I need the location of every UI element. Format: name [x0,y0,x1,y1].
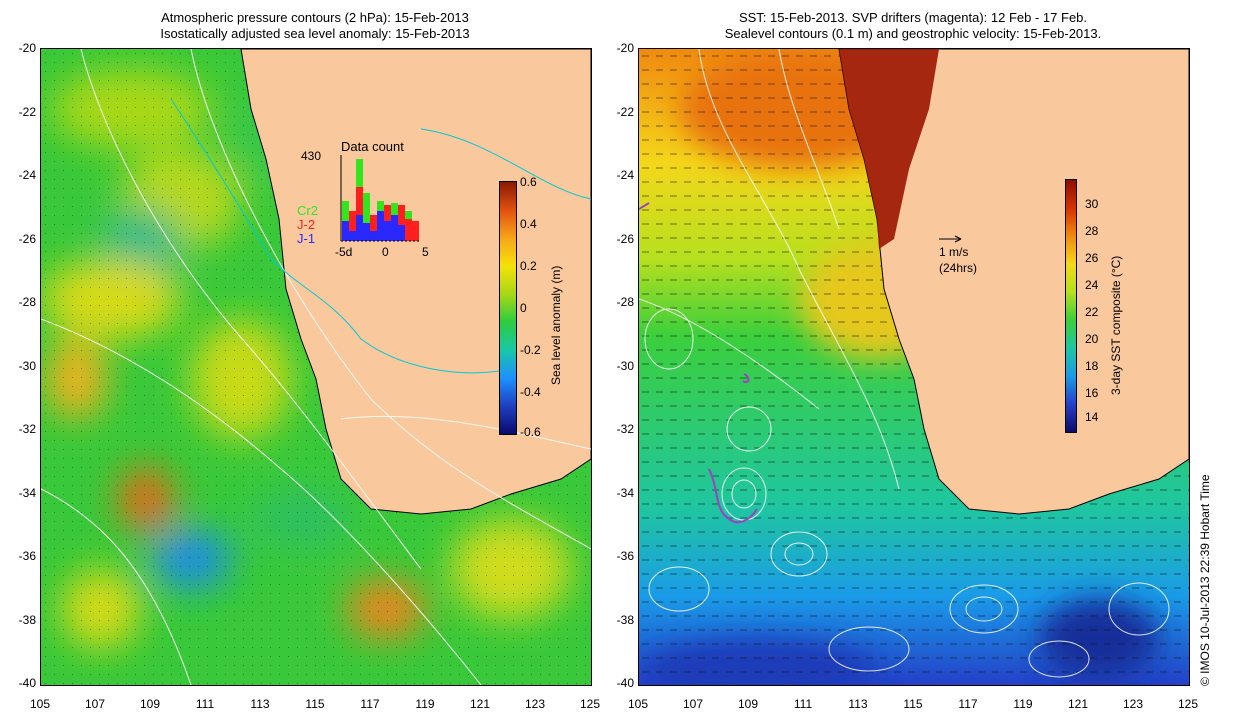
histogram-legend-j1: J-1 [297,231,316,246]
histogram-xtick: 5 [422,245,429,259]
sst-colorbar-tick: 18 [1085,359,1099,373]
x-tick-label: 105 [29,697,51,711]
right-title-line1: SST: 15-Feb-2013. SVP drifters (magenta)… [738,10,1088,25]
sst-colorbar-tick: 14 [1085,410,1099,424]
x-tick-label: 105 [627,697,649,711]
x-tick-label: 121 [1067,697,1089,711]
sla-colorbar-tick: -0.2 [520,343,541,357]
y-tick-label: -38 [18,613,36,627]
histogram-title: Data count [341,139,404,154]
x-tick-label: 111 [195,697,215,711]
sla-colorbar-tick: 0.2 [520,259,537,273]
histogram-legend-j2: J-2 [297,217,316,232]
y-tick-label: -38 [616,613,634,627]
data-count-inset: Data count 430 Cr2 J-2 J-1 -5d 0 5 [291,135,441,265]
sst-colorbar-tick: 22 [1085,305,1099,319]
histogram-xtick: -5d [335,245,353,259]
x-tick-label: 117 [360,697,380,711]
sla-colorbar-tick: 0.6 [520,175,537,189]
sst-colorbar-tick: 28 [1085,224,1099,238]
x-tick-label: 113 [250,697,270,711]
y-tick-label: -30 [616,359,634,373]
y-tick-label: -34 [616,486,634,500]
y-tick-label: -36 [616,549,634,563]
histogram-legend-cr2: Cr2 [297,203,318,218]
x-tick-label: 109 [737,697,759,711]
left-title-line1: Atmospheric pressure contours (2 hPa): 1… [161,10,469,25]
y-tick-label: -20 [18,41,36,55]
x-tick-label: 119 [415,697,435,711]
sst-colorbar-label: 3-day SST composite (°C) [1109,255,1123,395]
x-tick-label: 107 [682,697,704,711]
land-mass [838,49,1189,515]
x-tick-label: 109 [139,697,161,711]
imos-credit: © IMOS 10-Jul-2013 22:39 Hobart Time [1198,474,1212,686]
left-title: Atmospheric pressure contours (2 hPa): 1… [40,10,590,42]
y-tick-label: -28 [616,295,634,309]
y-tick-label: -22 [18,105,36,119]
sea-level-anomaly-map: Data count 430 Cr2 J-2 J-1 -5d 0 5 [40,48,592,686]
sla-colorbar-label: Sea level anomaly (m) [549,265,563,385]
y-tick-label: -24 [18,168,36,182]
y-tick-label: -24 [616,168,634,182]
y-tick-label: -34 [18,486,36,500]
sla-colorbar-tick: -0.4 [520,385,541,399]
sst-colorbar-tick: 16 [1085,386,1099,400]
x-tick-label: 123 [524,697,546,711]
right-title-line2: Sealevel contours (0.1 m) and geostrophi… [724,26,1102,41]
velocity-scale-value: 1 m/s [939,245,969,259]
x-tick-label: 117 [958,697,978,711]
y-tick-label: -32 [18,422,36,436]
sst-map: 1 m/s (24hrs) 30 28 26 24 22 20 18 16 14… [638,48,1190,686]
x-tick-label: 115 [305,697,325,711]
sla-colorbar-tick: 0 [520,301,527,315]
x-tick-label: 125 [579,697,601,711]
x-tick-label: 111 [793,697,813,711]
y-tick-label: -40 [616,676,634,690]
histogram-xtick: 0 [382,245,389,259]
y-tick-label: -28 [18,295,36,309]
y-tick-label: -36 [18,549,36,563]
right-title: SST: 15-Feb-2013. SVP drifters (magenta)… [638,10,1188,42]
histogram-max-label: 430 [301,149,322,163]
x-tick-label: 121 [469,697,491,711]
x-tick-label: 119 [1013,697,1033,711]
y-tick-label: -26 [18,232,36,246]
histogram-bars [342,159,419,241]
y-tick-label: -20 [616,41,634,55]
sst-colorbar-tick: 20 [1085,332,1099,346]
sst-colorbar-tick: 30 [1085,197,1099,211]
x-tick-label: 125 [1177,697,1199,711]
left-title-line2: Isostatically adjusted sea level anomaly… [160,26,470,41]
sst-colorbar-tick: 24 [1085,278,1099,292]
y-tick-label: -22 [616,105,634,119]
sla-colorbar-tick: -0.6 [520,425,541,439]
y-tick-label: -40 [18,676,36,690]
sla-colorbar [499,181,517,435]
sst-colorbar [1065,179,1077,433]
sla-colorbar-tick: 0.4 [520,217,537,231]
x-tick-label: 107 [84,697,106,711]
sst-colorbar-tick: 26 [1085,251,1099,265]
x-tick-label: 113 [848,697,868,711]
y-tick-label: -30 [18,359,36,373]
x-tick-label: 115 [903,697,923,711]
velocity-scale-note: (24hrs) [939,261,978,275]
y-tick-label: -26 [616,232,634,246]
x-tick-label: 123 [1122,697,1144,711]
y-tick-label: -32 [616,422,634,436]
